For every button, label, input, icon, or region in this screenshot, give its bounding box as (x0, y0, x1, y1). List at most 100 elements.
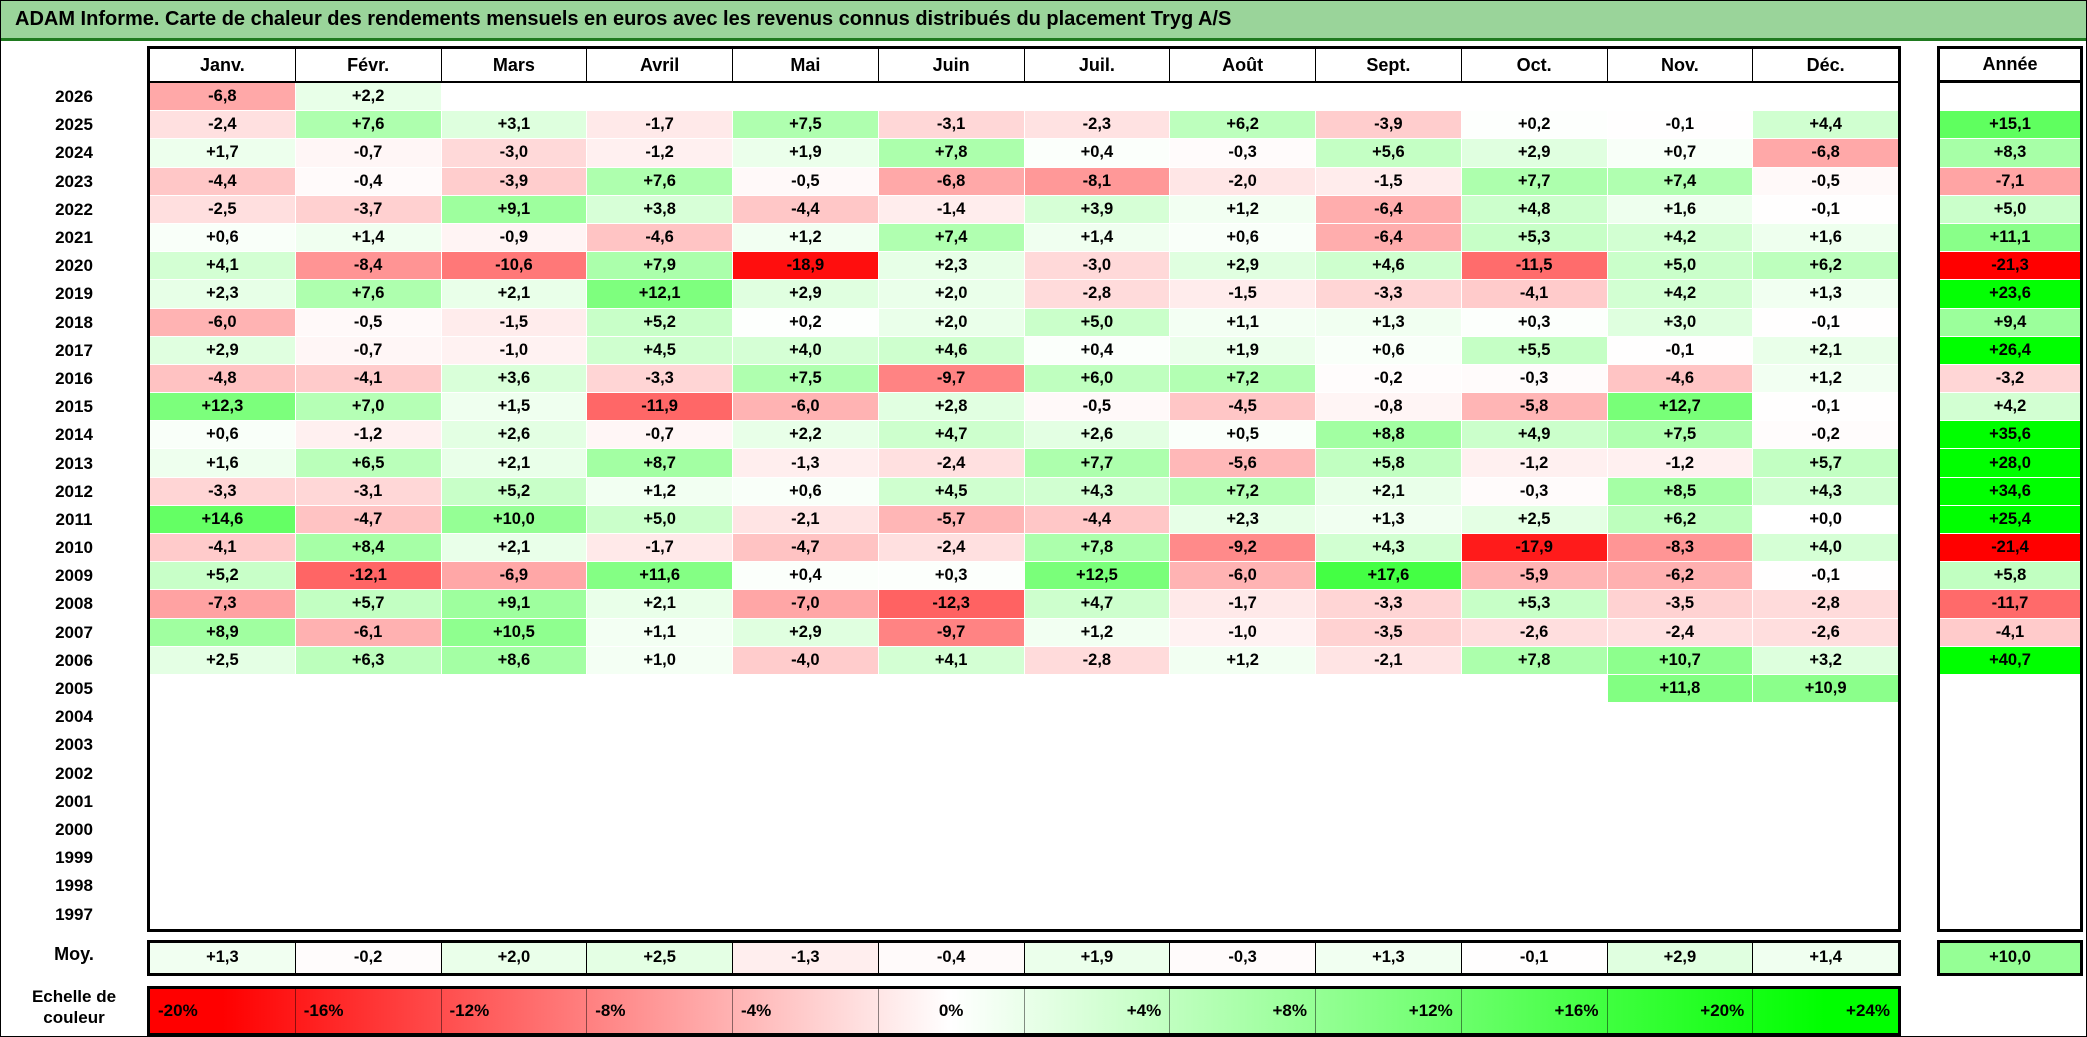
heatmap-cell[interactable]: -0,1 (1753, 562, 1898, 591)
year-label[interactable]: 2002 (55, 763, 93, 783)
heatmap-cell[interactable]: +1,4 (295, 223, 442, 253)
month-header-10[interactable]: Oct. (1462, 49, 1608, 81)
heatmap-cell[interactable] (1316, 674, 1462, 704)
legend-stop[interactable]: +12% (1316, 988, 1462, 1033)
annual-cell[interactable]: +11,1 (1940, 223, 2080, 253)
heatmap-cell[interactable]: -2,8 (1024, 646, 1171, 675)
heatmap-cell[interactable] (1316, 815, 1462, 845)
heatmap-cell[interactable]: +4,3 (1024, 477, 1171, 506)
year-label[interactable]: 2005 (55, 679, 93, 699)
heatmap-cell[interactable] (1607, 815, 1754, 845)
heatmap-cell[interactable]: +0,2 (1461, 111, 1608, 140)
heatmap-cell[interactable]: -6,2 (1607, 562, 1754, 591)
heatmap-cell[interactable]: +0,6 (150, 223, 296, 253)
year-label[interactable]: 2017 (55, 340, 93, 360)
heatmap-cell[interactable]: +8,6 (441, 646, 588, 675)
heatmap-cell[interactable] (150, 815, 296, 845)
heatmap-cell[interactable] (441, 83, 588, 112)
heatmap-cell[interactable] (1024, 844, 1171, 873)
average-cell[interactable]: +1,9 (1024, 942, 1171, 973)
heatmap-cell[interactable]: -4,6 (587, 223, 733, 253)
heatmap-cell[interactable]: -4,1 (295, 364, 442, 394)
heatmap-cell[interactable] (1316, 703, 1462, 732)
month-header-1[interactable]: Janv. (150, 49, 296, 81)
heatmap-cell[interactable]: +8,4 (295, 534, 442, 563)
heatmap-cell[interactable] (1024, 787, 1171, 816)
annual-cell[interactable]: +34,6 (1940, 477, 2080, 506)
heatmap-cell[interactable]: +8,7 (587, 449, 733, 478)
heatmap-cell[interactable]: -1,0 (441, 336, 588, 365)
heatmap-cell[interactable]: -4,5 (1170, 393, 1316, 422)
heatmap-cell[interactable]: +0,6 (1170, 223, 1316, 253)
heatmap-cell[interactable] (1024, 815, 1171, 845)
heatmap-cell[interactable]: -3,5 (1607, 590, 1754, 619)
annual-cell[interactable]: +5,8 (1940, 562, 2080, 591)
heatmap-cell[interactable]: -3,1 (295, 477, 442, 506)
heatmap-cell[interactable]: -8,4 (295, 252, 442, 281)
heatmap-cell[interactable]: +6,3 (295, 646, 442, 675)
annual-cell[interactable]: +8,3 (1940, 139, 2080, 168)
year-label[interactable]: 2024 (55, 143, 93, 163)
year-label[interactable]: 2025 (55, 115, 93, 135)
heatmap-cell[interactable]: +5,5 (1461, 336, 1608, 365)
heatmap-cell[interactable]: -3,9 (441, 167, 588, 196)
heatmap-cell[interactable]: +5,3 (1461, 223, 1608, 253)
heatmap-cell[interactable]: +5,0 (587, 505, 733, 534)
heatmap-cell[interactable]: +2,9 (1170, 252, 1316, 281)
year-label[interactable]: 2023 (55, 171, 93, 191)
heatmap-cell[interactable] (1461, 674, 1608, 704)
heatmap-cell[interactable] (587, 872, 733, 901)
average-cell[interactable]: +2,0 (441, 942, 588, 973)
heatmap-cell[interactable] (1461, 844, 1608, 873)
year-label[interactable]: 1998 (55, 876, 93, 896)
year-label[interactable]: 2026 (55, 87, 93, 107)
heatmap-cell[interactable]: +0,4 (1024, 139, 1171, 168)
heatmap-cell[interactable]: +2,1 (441, 280, 588, 309)
annual-cell[interactable] (1940, 731, 2080, 760)
heatmap-cell[interactable] (1753, 900, 1898, 929)
heatmap-cell[interactable]: -6,0 (1170, 562, 1316, 591)
heatmap-cell[interactable]: +2,6 (441, 421, 588, 450)
heatmap-cell[interactable]: -2,4 (150, 111, 296, 140)
heatmap-cell[interactable]: +7,6 (295, 280, 442, 309)
heatmap-cell[interactable] (441, 872, 588, 901)
annual-cell[interactable] (1940, 872, 2080, 901)
heatmap-cell[interactable]: -0,4 (295, 167, 442, 196)
heatmap-cell[interactable] (150, 787, 296, 816)
heatmap-cell[interactable]: -0,7 (295, 139, 442, 168)
heatmap-cell[interactable]: -2,1 (1316, 646, 1462, 675)
heatmap-cell[interactable] (1316, 787, 1462, 816)
heatmap-cell[interactable]: +7,5 (733, 364, 879, 394)
heatmap-cell[interactable] (441, 815, 588, 845)
heatmap-cell[interactable]: -6,0 (150, 308, 296, 337)
heatmap-cell[interactable]: -10,6 (441, 252, 588, 281)
heatmap-cell[interactable] (878, 759, 1025, 788)
heatmap-cell[interactable]: -0,1 (1607, 111, 1754, 140)
heatmap-cell[interactable]: +1,7 (150, 139, 296, 168)
heatmap-cell[interactable] (733, 759, 879, 788)
heatmap-cell[interactable]: +5,7 (1753, 449, 1898, 478)
heatmap-cell[interactable]: -4,7 (733, 534, 879, 563)
average-cell[interactable]: -0,3 (1170, 942, 1316, 973)
heatmap-cell[interactable]: +10,9 (1753, 674, 1898, 704)
annual-cell[interactable]: +23,6 (1940, 280, 2080, 309)
heatmap-cell[interactable]: -6,8 (1753, 139, 1898, 168)
heatmap-cell[interactable] (587, 815, 733, 845)
annual-cell[interactable]: -3,2 (1940, 364, 2080, 394)
annual-cell[interactable]: +5,0 (1940, 195, 2080, 224)
heatmap-cell[interactable]: -6,4 (1316, 223, 1462, 253)
annual-cell[interactable]: +4,2 (1940, 393, 2080, 422)
annual-cell[interactable]: +9,4 (1940, 308, 2080, 337)
heatmap-cell[interactable] (441, 731, 588, 760)
heatmap-cell[interactable]: -0,5 (733, 167, 879, 196)
heatmap-cell[interactable] (150, 872, 296, 901)
heatmap-cell[interactable]: +6,5 (295, 449, 442, 478)
heatmap-cell[interactable] (1461, 759, 1608, 788)
heatmap-cell[interactable]: +4,6 (878, 336, 1025, 365)
legend-stop[interactable]: +4% (1025, 988, 1171, 1033)
heatmap-cell[interactable]: -1,7 (587, 111, 733, 140)
heatmap-cell[interactable]: -1,3 (733, 449, 879, 478)
heatmap-cell[interactable]: +2,1 (441, 449, 588, 478)
heatmap-cell[interactable] (1024, 731, 1171, 760)
year-label[interactable]: 2015 (55, 397, 93, 417)
